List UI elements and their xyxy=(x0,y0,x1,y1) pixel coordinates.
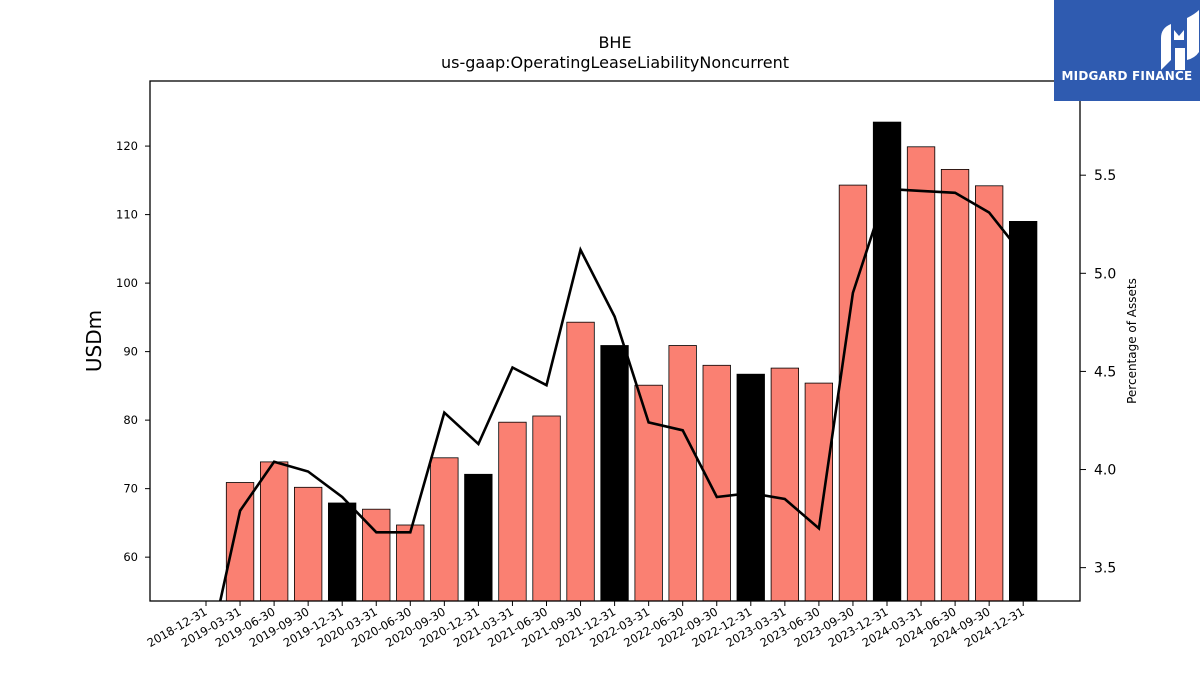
y2-tick-label: 4.0 xyxy=(1094,463,1116,479)
y2-tick-label: 5.0 xyxy=(1094,266,1116,282)
bar xyxy=(975,185,1004,602)
bar xyxy=(464,473,493,602)
bar xyxy=(634,384,663,602)
bar xyxy=(327,502,357,602)
bar xyxy=(668,345,697,602)
bar xyxy=(396,524,425,602)
bar xyxy=(702,364,731,602)
logo-text: MIDGARD FINANCE xyxy=(1061,69,1193,83)
bar xyxy=(566,321,595,602)
chart-subtitle: us-gaap:OperatingLeaseLiabilityNoncurren… xyxy=(441,53,789,72)
y2-tick-label: 4.5 xyxy=(1094,364,1116,380)
logo-icon xyxy=(1161,10,1199,70)
bar xyxy=(940,168,970,602)
chart-title: BHE xyxy=(598,33,631,52)
bar xyxy=(1009,220,1038,602)
y-tick-label: 110 xyxy=(116,208,138,222)
bar xyxy=(498,421,527,602)
y-tick-label: 120 xyxy=(116,139,138,153)
bar xyxy=(906,146,936,602)
y-tick-label: 70 xyxy=(123,482,138,496)
y2-tick-label: 3.5 xyxy=(1094,561,1116,577)
plot-area: 607080901001101203.54.04.55.05.52018-12-… xyxy=(116,80,1116,650)
bar xyxy=(600,345,629,602)
bar xyxy=(259,461,289,602)
y-tick-label: 60 xyxy=(123,550,138,564)
y2-axis-label: Percentage of Assets xyxy=(1125,278,1139,404)
y-tick-label: 100 xyxy=(116,276,138,290)
y-axis-label: USDm xyxy=(82,310,106,372)
percentage-line xyxy=(218,187,1025,601)
bar xyxy=(872,121,902,602)
bar xyxy=(838,184,868,602)
bar xyxy=(225,482,255,602)
y-tick-label: 90 xyxy=(123,345,138,359)
bar xyxy=(770,367,799,602)
bar xyxy=(430,457,459,602)
bar xyxy=(293,486,323,602)
bar xyxy=(804,382,833,602)
logo: MIDGARD FINANCE xyxy=(1054,0,1200,101)
bar xyxy=(736,373,765,602)
y-tick-label: 80 xyxy=(123,413,138,427)
y2-tick-label: 5.5 xyxy=(1094,168,1116,184)
bar xyxy=(532,415,561,602)
